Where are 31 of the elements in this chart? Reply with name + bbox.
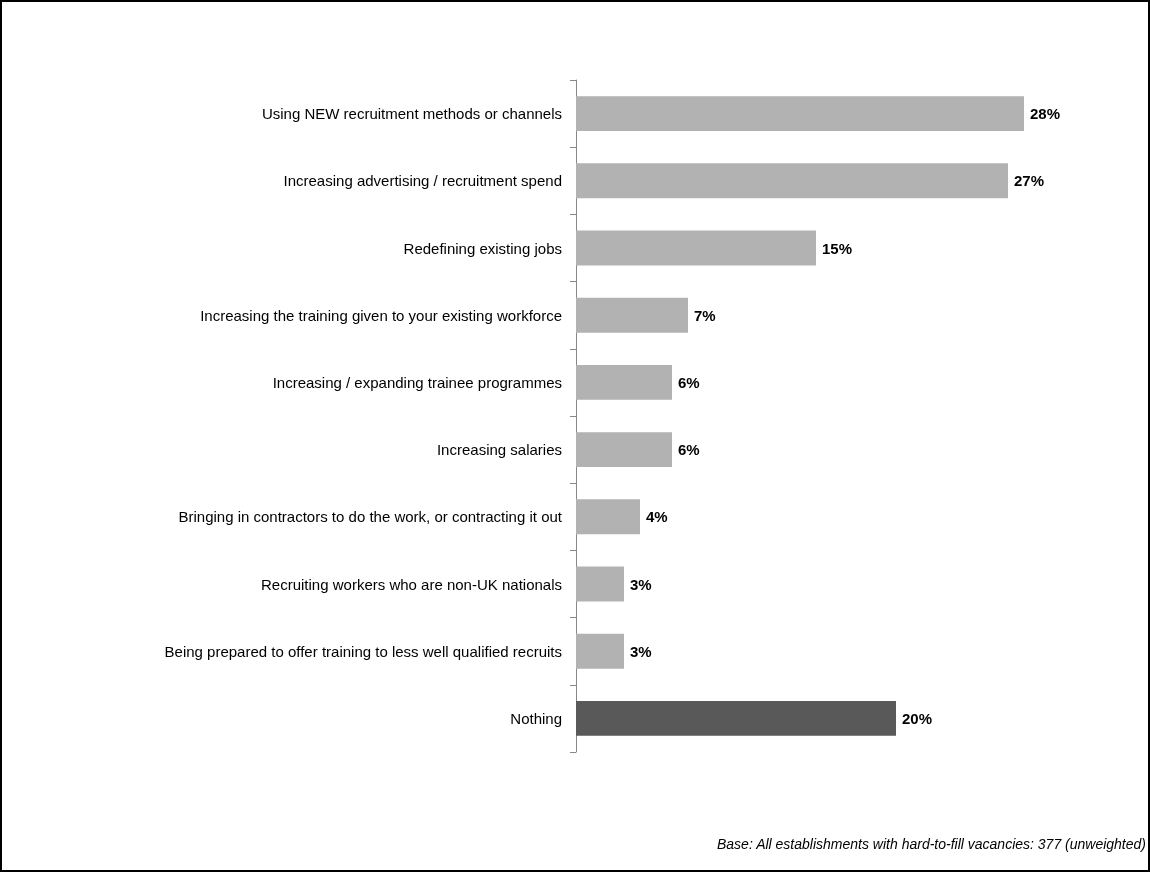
bar [576, 364, 672, 400]
bar [576, 297, 688, 333]
bar [576, 230, 816, 266]
y-tick-label: Being prepared to offer training to less well qualified recruits [164, 642, 562, 660]
data-label: 4% [646, 508, 668, 526]
y-tick-label: Using NEW recruitment methods or channels [261, 105, 562, 123]
data-label: 6% [678, 373, 700, 391]
data-label: 28% [1030, 105, 1061, 123]
y-tick-label: Bringing in contractors to do the work, or contracting it out [178, 508, 563, 526]
y-tick-label: Increasing / expanding trainee programmes [272, 373, 562, 391]
data-label: 15% [822, 239, 853, 257]
data-label: 27% [1014, 172, 1045, 190]
y-tick-label: Redefining existing jobs [403, 239, 562, 257]
bar [576, 633, 624, 669]
data-label: 3% [630, 575, 652, 593]
bar [576, 163, 1008, 199]
data-label: 6% [678, 441, 700, 459]
bar [576, 499, 640, 535]
bar [576, 96, 1024, 132]
text: Base: All establishments with hard-to-fill vacancies: 377 (unweighted) [716, 836, 1146, 852]
data-label: 3% [630, 642, 652, 660]
bar [576, 566, 624, 602]
bar [576, 700, 896, 736]
data-label: 7% [694, 306, 716, 324]
y-tick-label: Nothing [510, 709, 562, 727]
y-tick-label: Increasing advertising / recruitment spend [283, 172, 562, 190]
data-label: 20% [902, 709, 933, 727]
y-tick-label: Increasing the training given to your existing workforce [200, 306, 562, 324]
y-tick-label: Increasing salaries [436, 441, 562, 459]
bar [576, 432, 672, 468]
y-tick-label: Recruiting workers who are non-UK nationals [261, 575, 562, 593]
